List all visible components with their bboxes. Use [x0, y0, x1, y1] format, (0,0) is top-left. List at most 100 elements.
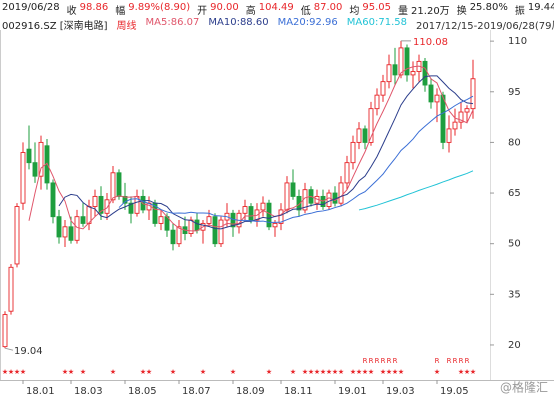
x-tick-label: 18.01 — [26, 386, 55, 397]
signal-star: ★ — [302, 368, 308, 376]
candle-body — [20, 152, 26, 204]
signal-star: ★ — [332, 368, 338, 376]
stock-code: 002916.SZ [深南电路] — [2, 21, 108, 32]
quote-label: 开 — [197, 6, 208, 17]
quote-item: 换 25.80% — [457, 2, 508, 17]
candle-body — [368, 108, 374, 143]
quote-label: 振 — [514, 6, 525, 17]
quote-item: 低 87.00 — [301, 2, 343, 17]
watermark: @格隆汇 — [500, 380, 548, 395]
x-tick-label: 18.03 — [74, 386, 103, 397]
signal-star: ★ — [470, 368, 476, 376]
candle-body — [176, 226, 182, 245]
candle-body — [104, 199, 110, 214]
legend-entry: MA10:88.60 — [208, 17, 269, 28]
candle-body — [38, 141, 44, 177]
quote-label: 低 — [300, 6, 311, 17]
signal-star: ★ — [326, 368, 332, 376]
candle-body — [278, 209, 284, 224]
candle-body — [404, 47, 410, 76]
signal-star: ★ — [356, 368, 362, 376]
y-tick-label: 20 — [508, 340, 521, 351]
y-tick-label: 50 — [508, 239, 521, 250]
quote-item: 收 98.86 — [67, 2, 109, 17]
quote-value: 104.49 — [258, 2, 294, 13]
info-bar: 002916.SZ [深南电路] 周线 MA5:86.07 MA10:88.60 M… — [2, 17, 554, 32]
candle-body — [26, 148, 32, 164]
signal-star: ★ — [434, 368, 440, 376]
quote-value: 95.05 — [362, 2, 392, 13]
quote-value: 87.00 — [313, 2, 343, 13]
candle-body — [350, 141, 356, 164]
max-label: 110.08 — [413, 37, 448, 48]
x-tick-label: 18.07 — [182, 386, 211, 397]
quote-item: 均 95.05 — [349, 2, 391, 17]
candle-body — [158, 216, 164, 224]
candle-body — [62, 226, 68, 238]
quote-item: 幅 9.89%(8.90) — [115, 2, 190, 17]
candle-body — [386, 64, 392, 83]
candle-body — [434, 94, 440, 103]
candle-body — [338, 182, 344, 204]
signal-star: ★ — [338, 368, 344, 376]
x-tick-label: 19.01 — [338, 386, 367, 397]
candle-body — [290, 182, 296, 197]
y-tick-label: 110 — [508, 36, 527, 47]
ma-line — [28, 65, 474, 232]
candle-body — [194, 219, 200, 231]
y-tick-label: 35 — [508, 289, 521, 300]
signal-star: ★ — [392, 368, 398, 376]
x-tick-label: 18.11 — [284, 386, 313, 397]
quote-item: 开 90.00 — [197, 2, 239, 17]
candle-body — [92, 195, 98, 208]
quote-item: 振19.44% — [515, 2, 554, 17]
signal-r: R — [369, 357, 374, 365]
x-tick-label: 18.09 — [236, 386, 265, 397]
candle-body — [260, 202, 266, 211]
signal-star: ★ — [380, 368, 386, 376]
candle-body — [218, 219, 224, 245]
candle-body — [362, 128, 368, 143]
candle-body — [356, 128, 362, 143]
candle-body — [392, 64, 398, 76]
ma-line — [358, 170, 474, 211]
signal-star: ★ — [170, 368, 176, 376]
candle-body — [446, 128, 452, 143]
signal-star: ★ — [458, 368, 464, 376]
candle-body — [266, 202, 272, 228]
signal-r: R — [447, 357, 452, 365]
candle-body — [422, 60, 428, 86]
signal-r: R — [453, 357, 458, 365]
candle-body — [110, 172, 116, 201]
signal-star: ★ — [320, 368, 326, 376]
candle-body — [326, 192, 332, 208]
candle-body — [296, 195, 302, 211]
candle-body — [398, 47, 404, 76]
quote-label: 高 — [245, 6, 256, 17]
quote-label: 均 — [349, 6, 360, 17]
quote-label: 量 — [398, 6, 409, 17]
candle-body — [128, 202, 134, 214]
signal-star: ★ — [110, 368, 116, 376]
candle-body — [74, 216, 80, 241]
y-tick-label: 95 — [508, 87, 521, 98]
candle-body — [14, 206, 20, 265]
x-tick-label: 18.05 — [128, 386, 157, 397]
candle-body — [122, 195, 128, 204]
signal-star: ★ — [362, 368, 368, 376]
candle-body — [206, 216, 212, 224]
x-tick-label: 19.05 — [440, 386, 469, 397]
candle-body — [248, 206, 254, 221]
y-tick-label: 65 — [508, 188, 521, 199]
signal-star: ★ — [266, 368, 272, 376]
signal-star: ★ — [398, 368, 404, 376]
signal-star: ★ — [14, 368, 20, 376]
quote-label: 换 — [456, 6, 467, 17]
period: 周线 — [116, 21, 137, 32]
signal-r: R — [465, 357, 470, 365]
candle-body — [80, 216, 86, 224]
candle-body — [440, 94, 446, 143]
candle-body — [464, 108, 470, 113]
candle-body — [428, 84, 434, 103]
signal-r: R — [387, 357, 392, 365]
